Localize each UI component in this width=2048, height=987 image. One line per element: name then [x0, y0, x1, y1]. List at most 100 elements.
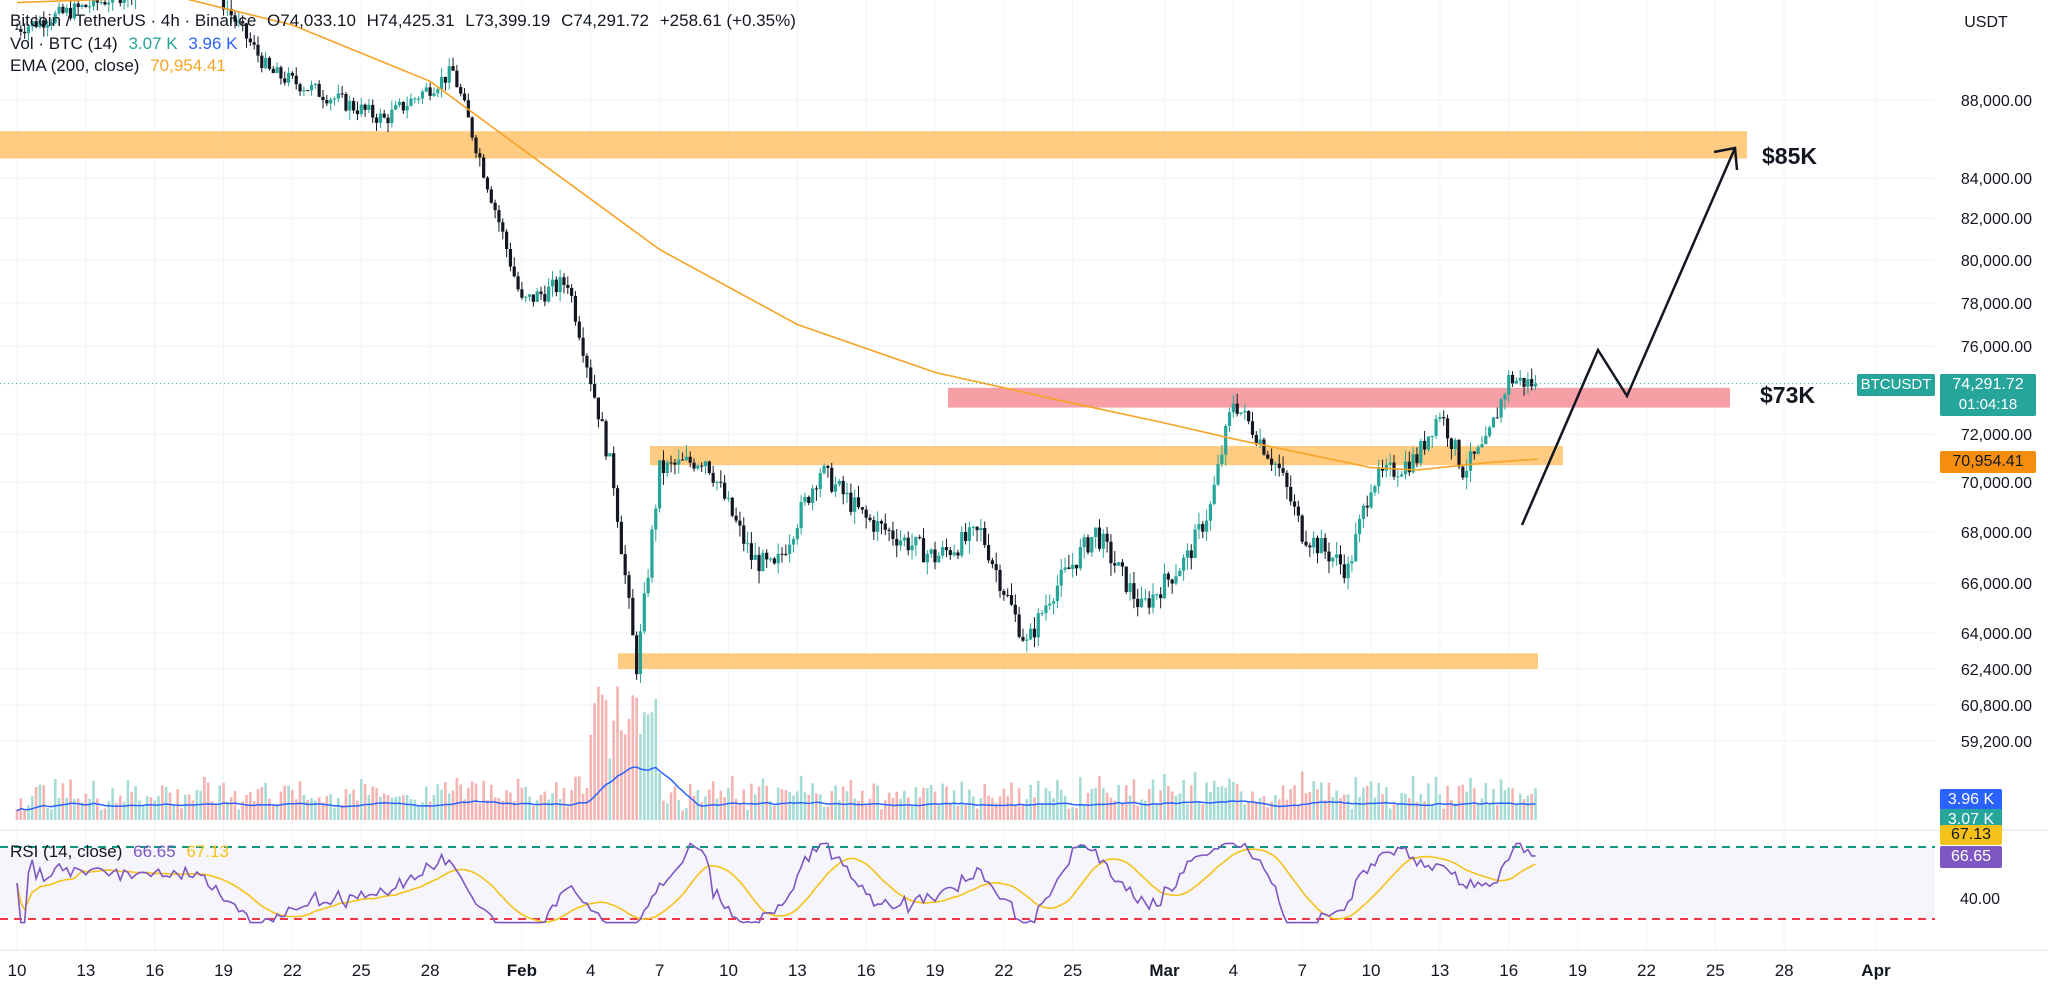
candle-body	[1166, 573, 1170, 580]
volume-bar	[964, 805, 967, 820]
candle-body	[26, 26, 31, 34]
candle-body	[723, 482, 727, 499]
legend-vol-label[interactable]: Vol · BTC (14)	[10, 34, 118, 53]
candle-body	[482, 157, 486, 178]
candle-body	[111, 0, 115, 3]
candle-body	[1476, 447, 1480, 454]
legend-symbol[interactable]: Bitcoin / TetherUS · 4h · Binance	[10, 11, 257, 30]
candle-body	[680, 459, 685, 461]
time-axis-label: 16	[857, 961, 876, 980]
volume-bar	[807, 794, 811, 820]
volume-bar	[1484, 783, 1488, 820]
volume-bar	[612, 720, 615, 820]
volume-bar	[1419, 794, 1423, 820]
candle-body	[252, 42, 256, 45]
volume-bar	[635, 697, 638, 820]
volume-bar	[1408, 798, 1411, 820]
candle-body	[742, 525, 746, 544]
candle-body	[1182, 557, 1186, 571]
volume-bar	[1308, 791, 1312, 820]
volume-bar	[245, 794, 248, 820]
candle-body	[921, 538, 926, 563]
candle-body	[1109, 541, 1113, 564]
candle-body	[489, 189, 493, 203]
candle-body	[1331, 557, 1335, 562]
volume-bar	[1036, 780, 1040, 820]
candle-body	[1308, 545, 1312, 548]
volume-bar	[291, 789, 294, 820]
volume-bar	[555, 782, 558, 820]
volume-bar	[750, 783, 753, 820]
candle-body	[413, 98, 417, 100]
candle-body	[688, 456, 692, 463]
volume-bar	[153, 800, 156, 820]
candle-body	[332, 98, 337, 100]
candle-body	[1442, 417, 1446, 419]
volume-bar	[669, 792, 673, 820]
candle-body	[275, 67, 279, 73]
legend-high: H74,425.31	[366, 11, 455, 30]
volume-bar	[1033, 797, 1036, 820]
volume-bar	[1415, 801, 1419, 820]
candle-body	[1468, 451, 1473, 471]
volume-bar	[975, 808, 979, 820]
volume-bar	[551, 793, 554, 820]
candle-body	[1051, 601, 1056, 604]
volume-bar	[532, 805, 535, 820]
candle-body	[1067, 567, 1071, 569]
support-resistance-zone	[618, 653, 1538, 669]
candle-body	[352, 100, 356, 111]
candle-body	[103, 2, 107, 5]
volume-bar	[1224, 787, 1227, 820]
support-resistance-zone	[948, 387, 1730, 408]
volume-bar	[566, 806, 570, 820]
candle-body	[818, 473, 822, 490]
candle-body	[1074, 564, 1079, 569]
candle-body	[42, 20, 46, 28]
volume-bar	[1174, 795, 1178, 820]
candle-body	[1373, 486, 1377, 493]
volume-bar	[302, 794, 306, 820]
candle-body	[703, 461, 708, 467]
candle-body	[566, 284, 570, 288]
candle-body	[914, 536, 918, 546]
volume-bar	[1427, 783, 1430, 820]
volume-bar	[122, 801, 126, 820]
legend-ema-label[interactable]: EMA (200, close)	[10, 56, 140, 75]
volume-bar	[811, 783, 814, 820]
volume-bar	[134, 786, 137, 820]
candle-body	[1526, 379, 1530, 387]
candle-body	[1281, 468, 1285, 473]
volume-bar	[314, 800, 317, 820]
volume-bar	[241, 801, 244, 820]
candle-body	[1055, 585, 1059, 602]
volume-bar	[665, 803, 669, 820]
legend-open: O74,033.10	[267, 11, 356, 30]
legend-rsi-label[interactable]: RSI (14, close)	[10, 842, 123, 861]
volume-bar	[268, 798, 271, 820]
candle-body	[811, 488, 815, 503]
volume-bar	[344, 789, 348, 820]
candle-body	[692, 462, 696, 469]
volume-bar	[784, 790, 788, 820]
candle-body	[1415, 454, 1419, 464]
candle-body	[577, 321, 581, 338]
volume-bar	[922, 787, 925, 820]
volume-bar	[688, 783, 692, 820]
candle-body	[1453, 439, 1457, 450]
candle-body	[1097, 527, 1102, 549]
volume-bar	[585, 787, 589, 820]
legend-ema-value: 70,954.41	[150, 56, 226, 75]
candle-body	[1289, 486, 1293, 502]
candle-body	[1094, 527, 1098, 538]
candle-body	[1377, 467, 1381, 487]
volume-bar	[1128, 795, 1132, 820]
candle-body	[72, 3, 76, 19]
volume-bar	[233, 790, 237, 820]
candle-body	[1036, 613, 1040, 638]
candle-body	[1155, 594, 1159, 596]
currency-button[interactable]: USDT	[1942, 6, 2030, 40]
candle-body	[520, 289, 524, 298]
volume-bar	[509, 792, 512, 820]
